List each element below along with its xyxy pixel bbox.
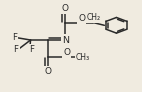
- Text: O: O: [45, 67, 52, 76]
- Text: F: F: [29, 45, 34, 54]
- Text: F: F: [12, 33, 17, 42]
- Text: F: F: [13, 45, 18, 54]
- Text: CH₂: CH₂: [87, 13, 101, 22]
- Text: O: O: [62, 4, 69, 13]
- Text: O: O: [78, 14, 85, 23]
- Text: CH₃: CH₃: [76, 53, 90, 62]
- Text: N: N: [62, 36, 69, 45]
- Text: O: O: [63, 48, 70, 57]
